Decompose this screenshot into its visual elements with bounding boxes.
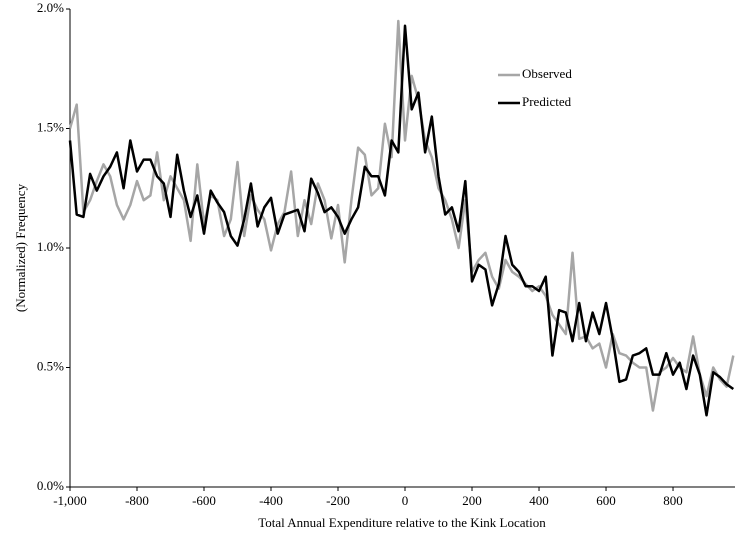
legend-label: Predicted [522, 94, 572, 109]
x-tick-label: 400 [529, 493, 549, 508]
x-tick-label: 0 [402, 493, 409, 508]
x-tick-label: -800 [125, 493, 149, 508]
legend-label: Observed [522, 66, 572, 81]
x-tick-label: -600 [192, 493, 216, 508]
x-axis-label: Total Annual Expenditure relative to the… [258, 515, 546, 530]
x-tick-label: -200 [326, 493, 350, 508]
x-tick-label: 800 [663, 493, 683, 508]
x-tick-label: -1,000 [53, 493, 87, 508]
y-axis-label: (Normalized) Frequency [13, 183, 28, 312]
x-tick-label: -400 [259, 493, 283, 508]
x-tick-label: 600 [596, 493, 616, 508]
y-tick-label: 0.0% [37, 478, 64, 493]
y-tick-label: 0.5% [37, 358, 64, 373]
series-line [68, 24, 735, 417]
x-tick-label: 200 [462, 493, 482, 508]
y-tick-label: 1.5% [37, 119, 64, 134]
y-tick-label: 2.0% [37, 0, 64, 15]
y-tick-label: 1.0% [37, 239, 64, 254]
